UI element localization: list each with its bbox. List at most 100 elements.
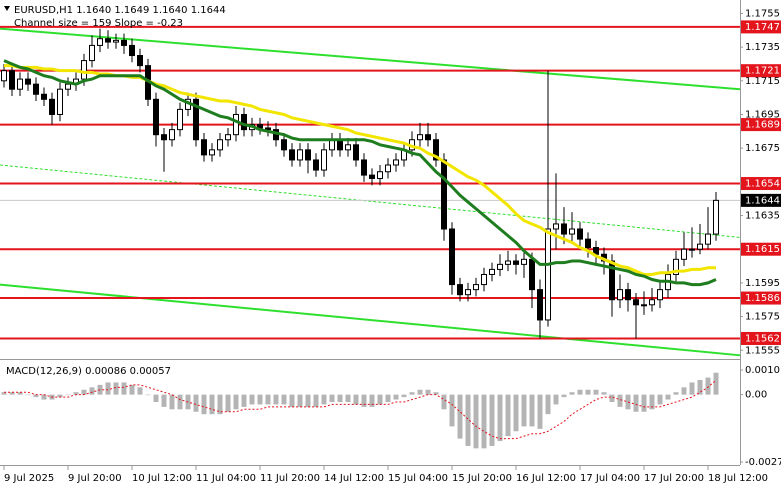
macd-bar bbox=[201, 394, 207, 415]
macd-bar bbox=[569, 392, 575, 395]
level-label: 1.1721 bbox=[745, 66, 780, 77]
macd-bar bbox=[593, 389, 599, 395]
plot bbox=[0, 12, 743, 470]
level-label: 1.1615 bbox=[745, 244, 780, 255]
x-tick-label: 15 Jul 20:00 bbox=[452, 473, 512, 484]
macd-bar bbox=[545, 394, 551, 415]
candle-body bbox=[281, 139, 287, 151]
y-tick-label: 1.1695 bbox=[745, 109, 780, 120]
candle-body bbox=[321, 149, 327, 171]
candle-body bbox=[57, 88, 63, 115]
candle-body bbox=[529, 258, 535, 291]
x-tick-label: 9 Jul 2025 bbox=[4, 473, 54, 484]
candle-body bbox=[265, 127, 271, 131]
candle-body bbox=[513, 260, 519, 265]
macd-bar bbox=[537, 394, 543, 429]
candle-body bbox=[121, 39, 127, 46]
candle-body bbox=[417, 134, 423, 141]
macd-bar bbox=[177, 394, 183, 410]
candle-body bbox=[97, 38, 103, 46]
macd-bar bbox=[9, 392, 15, 395]
candle-body bbox=[153, 98, 159, 136]
macd-bar bbox=[553, 394, 559, 405]
macd-bar bbox=[145, 394, 151, 396]
macd-bar bbox=[673, 392, 679, 395]
candle-body bbox=[9, 70, 15, 90]
candle-body bbox=[289, 149, 295, 161]
x-tick-label: 15 Jul 04:00 bbox=[388, 473, 448, 484]
y-tick-label: 0.00101 bbox=[745, 365, 781, 376]
candle-body bbox=[617, 289, 623, 301]
candle-body bbox=[497, 263, 503, 270]
macd-bar bbox=[689, 382, 695, 395]
macd-bar bbox=[705, 377, 711, 395]
candle-body bbox=[177, 108, 183, 131]
candle-body bbox=[305, 149, 311, 161]
candle-body bbox=[201, 139, 207, 156]
macd-bar bbox=[561, 394, 567, 398]
level-label-box bbox=[741, 20, 781, 34]
macd-bar bbox=[609, 394, 615, 402]
y-tick-label: 1.1715 bbox=[745, 76, 780, 87]
candle-body bbox=[433, 139, 439, 161]
macd-bar bbox=[585, 389, 591, 395]
candle-body bbox=[585, 238, 591, 249]
candle-body bbox=[209, 149, 215, 156]
candle-body bbox=[473, 284, 479, 291]
macd-bar bbox=[193, 394, 199, 412]
macd-bar bbox=[513, 394, 519, 432]
macd-bar bbox=[665, 394, 671, 400]
macd-bar bbox=[33, 394, 39, 398]
macd-bar bbox=[617, 394, 623, 407]
y-tick-label: 0.00 bbox=[745, 390, 767, 401]
candle-body bbox=[625, 289, 631, 301]
candle-body bbox=[577, 228, 583, 240]
macd-bar bbox=[233, 394, 239, 410]
candle-body bbox=[129, 44, 135, 57]
macd-bar bbox=[153, 394, 159, 402]
x-tick-label: 17 Jul 04:00 bbox=[580, 473, 640, 484]
candle-body bbox=[161, 134, 167, 141]
macd-bar bbox=[121, 382, 127, 395]
candle-body bbox=[393, 159, 399, 166]
candle-body bbox=[537, 289, 543, 321]
level-label-box bbox=[741, 64, 781, 78]
macd-bar bbox=[105, 382, 111, 395]
x-tick-label: 11 Jul 20:00 bbox=[260, 473, 320, 484]
candle-body bbox=[649, 299, 655, 306]
candle-body bbox=[521, 258, 527, 265]
macd-bar bbox=[353, 394, 359, 405]
macd-bar bbox=[321, 394, 327, 405]
candle-body bbox=[705, 233, 711, 245]
macd-bar bbox=[369, 394, 375, 407]
macd-bar bbox=[345, 394, 351, 402]
y-tick-label: 1.1735 bbox=[745, 42, 780, 53]
candle-body bbox=[481, 273, 487, 286]
candle-body bbox=[673, 258, 679, 275]
candle-body bbox=[369, 174, 375, 179]
candle-body bbox=[425, 134, 431, 141]
candle-body bbox=[33, 83, 39, 95]
macd-bar bbox=[433, 392, 439, 395]
y-tick-label: -0.00276 bbox=[745, 457, 781, 468]
candle-body bbox=[113, 39, 119, 43]
candle-body bbox=[689, 248, 695, 251]
candle-body bbox=[225, 134, 231, 141]
candle-body bbox=[217, 139, 223, 151]
macd-bar bbox=[633, 394, 639, 412]
x-tick-label: 17 Jul 20:00 bbox=[644, 473, 704, 484]
candle-body bbox=[1, 70, 7, 82]
candle-body bbox=[81, 60, 87, 80]
macd-bar bbox=[137, 387, 143, 395]
macd-bar bbox=[1, 392, 7, 395]
macd-bar bbox=[649, 394, 655, 410]
candle-body bbox=[545, 228, 551, 321]
y-tick-label: 1.1595 bbox=[745, 278, 780, 289]
macd-bar bbox=[393, 394, 399, 400]
collapse-icon bbox=[4, 6, 10, 11]
macd-bar bbox=[289, 394, 295, 407]
y-tick-label: 1.1555 bbox=[745, 345, 780, 356]
channel-line bbox=[0, 164, 741, 238]
candle-body bbox=[609, 260, 615, 301]
